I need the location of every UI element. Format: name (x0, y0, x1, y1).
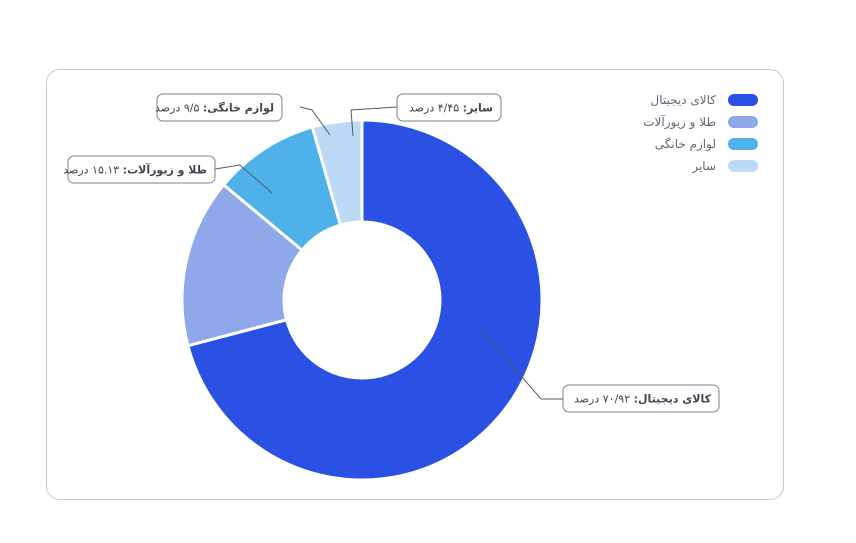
callout-box-2 (156, 93, 283, 122)
data-label-1: طلا و زیورآلات: ۱۵.۱۳ درصد (63, 163, 207, 177)
legend-label-2[interactable]: لوازم خانگی (655, 137, 716, 152)
leader-line-1 (214, 164, 273, 194)
callout-box-1 (67, 155, 216, 184)
legend-swatch-0[interactable] (728, 94, 758, 106)
callout-box-3 (396, 93, 502, 122)
data-label-3: سایر: ۴/۴۵ درصد (409, 102, 493, 115)
data-label-0: کالای دیجیتال: ۷۰/۹۲ درصد (574, 393, 712, 406)
leader-line-0 (481, 330, 563, 400)
callout-box-0 (562, 384, 720, 413)
legend-label-3[interactable]: سایر (691, 159, 716, 174)
data-label-2: لوازم خانگی: ۹/۵ درصد (155, 102, 274, 115)
leader-line-2 (299, 106, 331, 136)
pie-slice-1[interactable] (180, 182, 305, 348)
legend-swatch-2[interactable] (728, 138, 758, 150)
legend-label-0[interactable]: کالای دیجیتال (651, 93, 717, 107)
legend-label-1[interactable]: طلا و زیورآلات (643, 114, 716, 130)
pie-slice-0[interactable] (186, 118, 544, 482)
pie-slice-3[interactable] (310, 118, 364, 227)
legend-swatch-1[interactable] (728, 116, 758, 128)
leader-line-3 (350, 106, 398, 137)
legend-swatch-3[interactable] (728, 160, 758, 172)
